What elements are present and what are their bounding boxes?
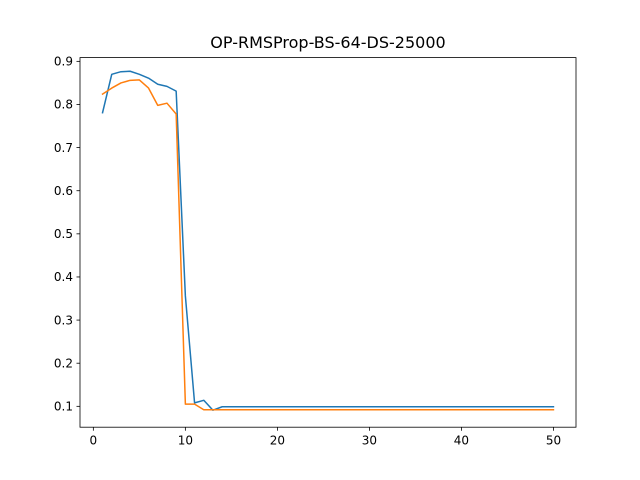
x-axis: 0 10 20 30 40 50 bbox=[90, 427, 561, 448]
y-tick-label: 0.2 bbox=[54, 356, 73, 370]
plot-area-frame bbox=[79, 57, 577, 428]
y-tick-label: 0.1 bbox=[54, 400, 73, 414]
series-line-1 bbox=[101, 70, 555, 411]
y-tick-label: 0.9 bbox=[54, 55, 73, 69]
x-tick-label: 30 bbox=[362, 434, 377, 448]
x-tick-label: 40 bbox=[454, 434, 469, 448]
x-tick-label: 50 bbox=[546, 434, 561, 448]
y-tick-label: 0.5 bbox=[54, 227, 73, 241]
y-tick-label: 0.8 bbox=[54, 98, 73, 112]
series-layer bbox=[101, 70, 555, 411]
x-tick-label: 20 bbox=[270, 434, 285, 448]
y-tick-label: 0.7 bbox=[54, 141, 73, 155]
y-tick-label: 0.6 bbox=[54, 184, 73, 198]
series-line-2 bbox=[101, 79, 555, 411]
y-axis: 0.1 0.2 0.3 0.4 0.5 0.6 0.7 0.8 0.9 bbox=[54, 55, 80, 414]
chart-title: OP-RMSProp-BS-64-DS-25000 bbox=[210, 33, 445, 52]
y-tick-label: 0.3 bbox=[54, 313, 73, 327]
x-tick-label: 10 bbox=[178, 434, 193, 448]
x-tick-label: 0 bbox=[90, 434, 98, 448]
y-tick-label: 0.4 bbox=[54, 270, 73, 284]
